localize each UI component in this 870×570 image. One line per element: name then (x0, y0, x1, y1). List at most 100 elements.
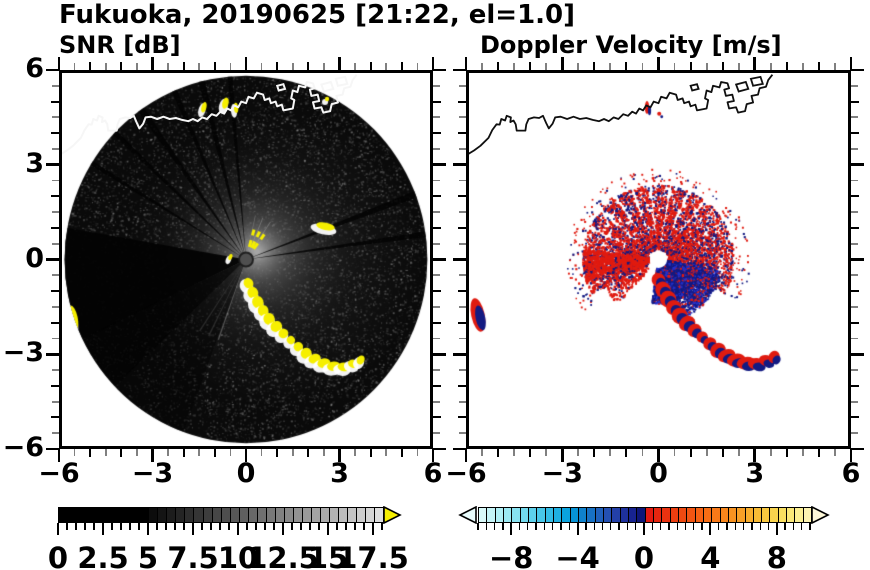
axis-tick (458, 132, 466, 135)
axis-tick (577, 449, 580, 456)
colorbar-tick (228, 522, 230, 530)
axis-tick (769, 449, 772, 456)
axis-tick (689, 62, 692, 70)
colorbar-tick (651, 522, 653, 530)
colorbar-segment (536, 508, 545, 522)
colorbar-segment (761, 508, 770, 522)
axis-tick (120, 449, 123, 457)
colorbar-tick-label: 7.5 (167, 541, 219, 570)
axis-tick (458, 321, 466, 324)
axis-tick (849, 57, 853, 70)
axis-tick (431, 57, 435, 70)
colorbar-tick (138, 522, 140, 530)
y-tick-label: 6 (25, 53, 44, 84)
colorbar-tick (784, 522, 786, 530)
vel-over-range-arrow (811, 505, 830, 524)
colorbar-tick (601, 522, 604, 530)
axis-tick (433, 432, 440, 435)
colorbar-tick (381, 522, 383, 530)
axis-tick (213, 62, 216, 70)
colorbar-segment (148, 508, 158, 522)
colorbar-segment (694, 508, 703, 522)
axis-tick (433, 163, 446, 167)
colorbar-segment (786, 508, 795, 522)
snr-over-range-arrow (383, 505, 402, 524)
axis-tick (851, 132, 859, 135)
axis-tick (104, 63, 107, 70)
axis-tick (167, 449, 169, 456)
axis-tick (851, 195, 859, 198)
colorbar-tick (618, 522, 620, 530)
colorbar-tick (309, 522, 311, 530)
colorbar-tick (219, 522, 221, 530)
axis-tick (851, 432, 858, 435)
colorbar-tick (183, 522, 185, 530)
colorbar-segment (527, 508, 537, 522)
colorbar-tick-label: 15 (307, 541, 349, 570)
colorbar-tick (93, 522, 95, 530)
x-tick-label: 3 (330, 458, 349, 489)
figure-title: Fukuoka, 20190625 [21:22, el=1.0] (59, 0, 576, 30)
axis-tick (323, 63, 325, 70)
axis-tick (51, 290, 59, 293)
colorbar-segment (103, 508, 113, 522)
axis-tick (416, 63, 419, 70)
axis-tick (851, 337, 858, 340)
axis-tick (307, 449, 310, 457)
axis-tick (458, 416, 466, 419)
axis-tick (459, 400, 466, 403)
axis-tick (459, 274, 466, 277)
axis-tick (657, 57, 660, 70)
colorbar-segment (365, 508, 375, 522)
axis-tick (433, 116, 440, 119)
velocity-panel-title: Doppler Velocity [m/s] (480, 31, 782, 59)
axis-tick (753, 57, 757, 70)
axis-tick (851, 211, 858, 214)
colorbar-segment (769, 508, 778, 522)
axis-tick (481, 449, 483, 456)
axis-tick (51, 195, 59, 198)
colorbar-tick (156, 522, 158, 530)
axis-tick (834, 63, 836, 70)
colorbar-segment (561, 508, 570, 522)
axis-tick (73, 449, 76, 456)
axis-tick (260, 63, 263, 70)
axis-tick (433, 148, 440, 150)
colorbar-tick (560, 522, 562, 530)
colorbar-tick (66, 522, 68, 530)
axis-tick (459, 337, 466, 340)
axis-tick (167, 63, 169, 70)
axis-tick (46, 352, 59, 356)
axis-tick (276, 62, 279, 70)
x-tick-label: −3 (541, 458, 583, 489)
colorbar-tick (327, 522, 329, 535)
axis-tick (52, 84, 59, 87)
axis-tick (433, 305, 440, 308)
colorbar-tick (734, 522, 736, 530)
colorbar-segment (274, 508, 284, 522)
axis-tick (244, 449, 248, 462)
colorbar-tick (84, 522, 86, 530)
colorbar-segment (374, 508, 384, 522)
colorbar-tick (552, 522, 554, 530)
axis-tick (354, 449, 356, 456)
colorbar-segment (67, 508, 77, 522)
colorbar-segment (256, 508, 266, 522)
axis-tick (673, 449, 676, 456)
axis-tick (705, 449, 708, 456)
colorbar-tick-label: −4 (555, 541, 600, 570)
colorbar-segment (777, 508, 787, 522)
colorbar-segment (502, 508, 512, 522)
axis-tick (73, 63, 76, 70)
axis-tick (453, 258, 466, 261)
axis-tick (385, 449, 388, 456)
axis-tick (464, 57, 468, 70)
colorbar-tick (518, 522, 521, 530)
axis-tick (51, 416, 59, 419)
axis-tick (369, 449, 372, 457)
colorbar-segment (85, 508, 95, 522)
axis-tick (229, 63, 232, 70)
colorbar-tick (477, 522, 479, 530)
axis-tick (120, 62, 123, 70)
